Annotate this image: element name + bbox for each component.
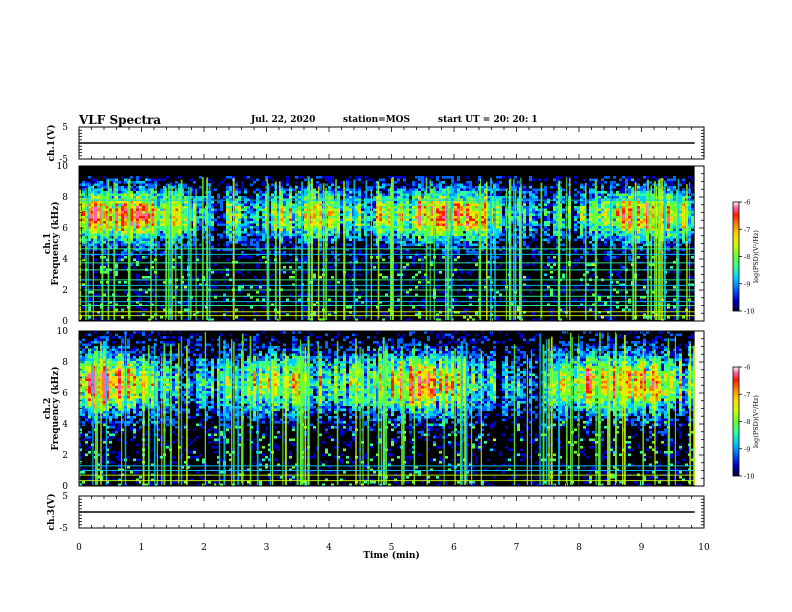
start-time-label: start UT = 20: 20: 1	[438, 115, 538, 125]
y-tick-label: 4	[62, 420, 68, 430]
ch1-spectrogram-colorbar: -6 -7 -8 -9 -10 log(PSD)(V²/Hz)	[732, 199, 760, 316]
y-tick-label: 10	[57, 162, 69, 172]
station-label: station=MOS	[343, 115, 411, 125]
colorbar-tick-label: -10	[744, 473, 754, 481]
ch1-waveform-ylabel: ch.1(V)	[46, 125, 57, 162]
x-tick-label: 7	[514, 543, 520, 553]
y-tick-label: 5	[62, 492, 68, 502]
y-tick-label: 2	[62, 286, 68, 296]
x-tick-label: 5	[389, 543, 395, 553]
x-tick-label: 9	[639, 543, 645, 553]
y-tick-label: 6	[62, 224, 68, 234]
ch2-spectrogram-ylabel: Frequency (kHz)	[50, 366, 61, 450]
colorbar-tick-label: -9	[744, 445, 750, 453]
colorbar-tick-label: -6	[744, 199, 750, 207]
x-tick-label: 8	[576, 543, 582, 553]
ch3-waveform-ylabel: ch.3(V)	[46, 494, 57, 531]
y-tick-label: -5	[59, 524, 68, 534]
date-label: Jul. 22, 2020	[251, 115, 316, 125]
colorbar-scale	[732, 366, 740, 477]
x-tick-label: 10	[698, 543, 710, 553]
x-tick-label: 6	[451, 543, 457, 553]
x-axis-label: Time (min)	[363, 550, 420, 561]
ch3-waveform-panel: 5 -5ch.3(V)	[46, 492, 705, 534]
colorbar-label: log(PSD)(V²/Hz)	[752, 230, 760, 283]
colorbar-tick-label: -8	[744, 418, 750, 426]
y-tick-label: 8	[62, 358, 68, 368]
ch2-spectrogram-colorbar: -6 -7 -8 -9 -10 log(PSD)(V²/Hz)	[732, 364, 760, 481]
y-tick-label: 6	[62, 389, 68, 399]
y-tick-label: 10	[57, 327, 69, 337]
x-tick-label: 2	[201, 543, 207, 553]
colorbar-tick-label: -6	[744, 364, 750, 372]
y-tick-label: 2	[62, 451, 68, 461]
y-tick-label: 0	[62, 317, 68, 327]
y-tick-label: 5	[62, 123, 68, 133]
ch2-spectrogram-channel-label: ch.2	[43, 398, 53, 419]
colorbar-tick-label: -9	[744, 280, 750, 288]
y-tick-label: 0	[62, 482, 68, 492]
page-title: VLF Spectra	[79, 113, 162, 127]
y-tick-label: 4	[62, 255, 68, 265]
ch1-spectrogram-ylabel: Frequency (kHz)	[50, 201, 61, 285]
colorbar-tick-label: -7	[744, 391, 750, 399]
x-tick-label: 3	[264, 543, 270, 553]
y-tick-label: 8	[62, 193, 68, 203]
x-tick-label: 4	[326, 543, 332, 553]
colorbar-scale	[732, 201, 740, 312]
x-axis: 0 1 2 3 4 5 6 7 8 9 10 Time (min)	[76, 543, 710, 561]
colorbar-label: log(PSD)(V²/Hz)	[752, 395, 760, 448]
ch2-spectrogram-sferics	[78, 331, 695, 485]
colorbar-tick-label: -8	[744, 253, 750, 261]
ch2-spectrogram-spectrogram-cells	[79, 331, 694, 487]
ch1-spectrogram-channel-label: ch.1	[43, 233, 53, 254]
colorbar-tick-label: -10	[744, 308, 754, 316]
y-tick-label: -5	[59, 155, 68, 165]
ch1-waveform-panel: 5 -5ch.1(V)	[46, 123, 705, 165]
x-tick-label: 1	[139, 543, 145, 553]
x-tick-label: 0	[76, 543, 82, 553]
colorbar-tick-label: -7	[744, 226, 750, 234]
